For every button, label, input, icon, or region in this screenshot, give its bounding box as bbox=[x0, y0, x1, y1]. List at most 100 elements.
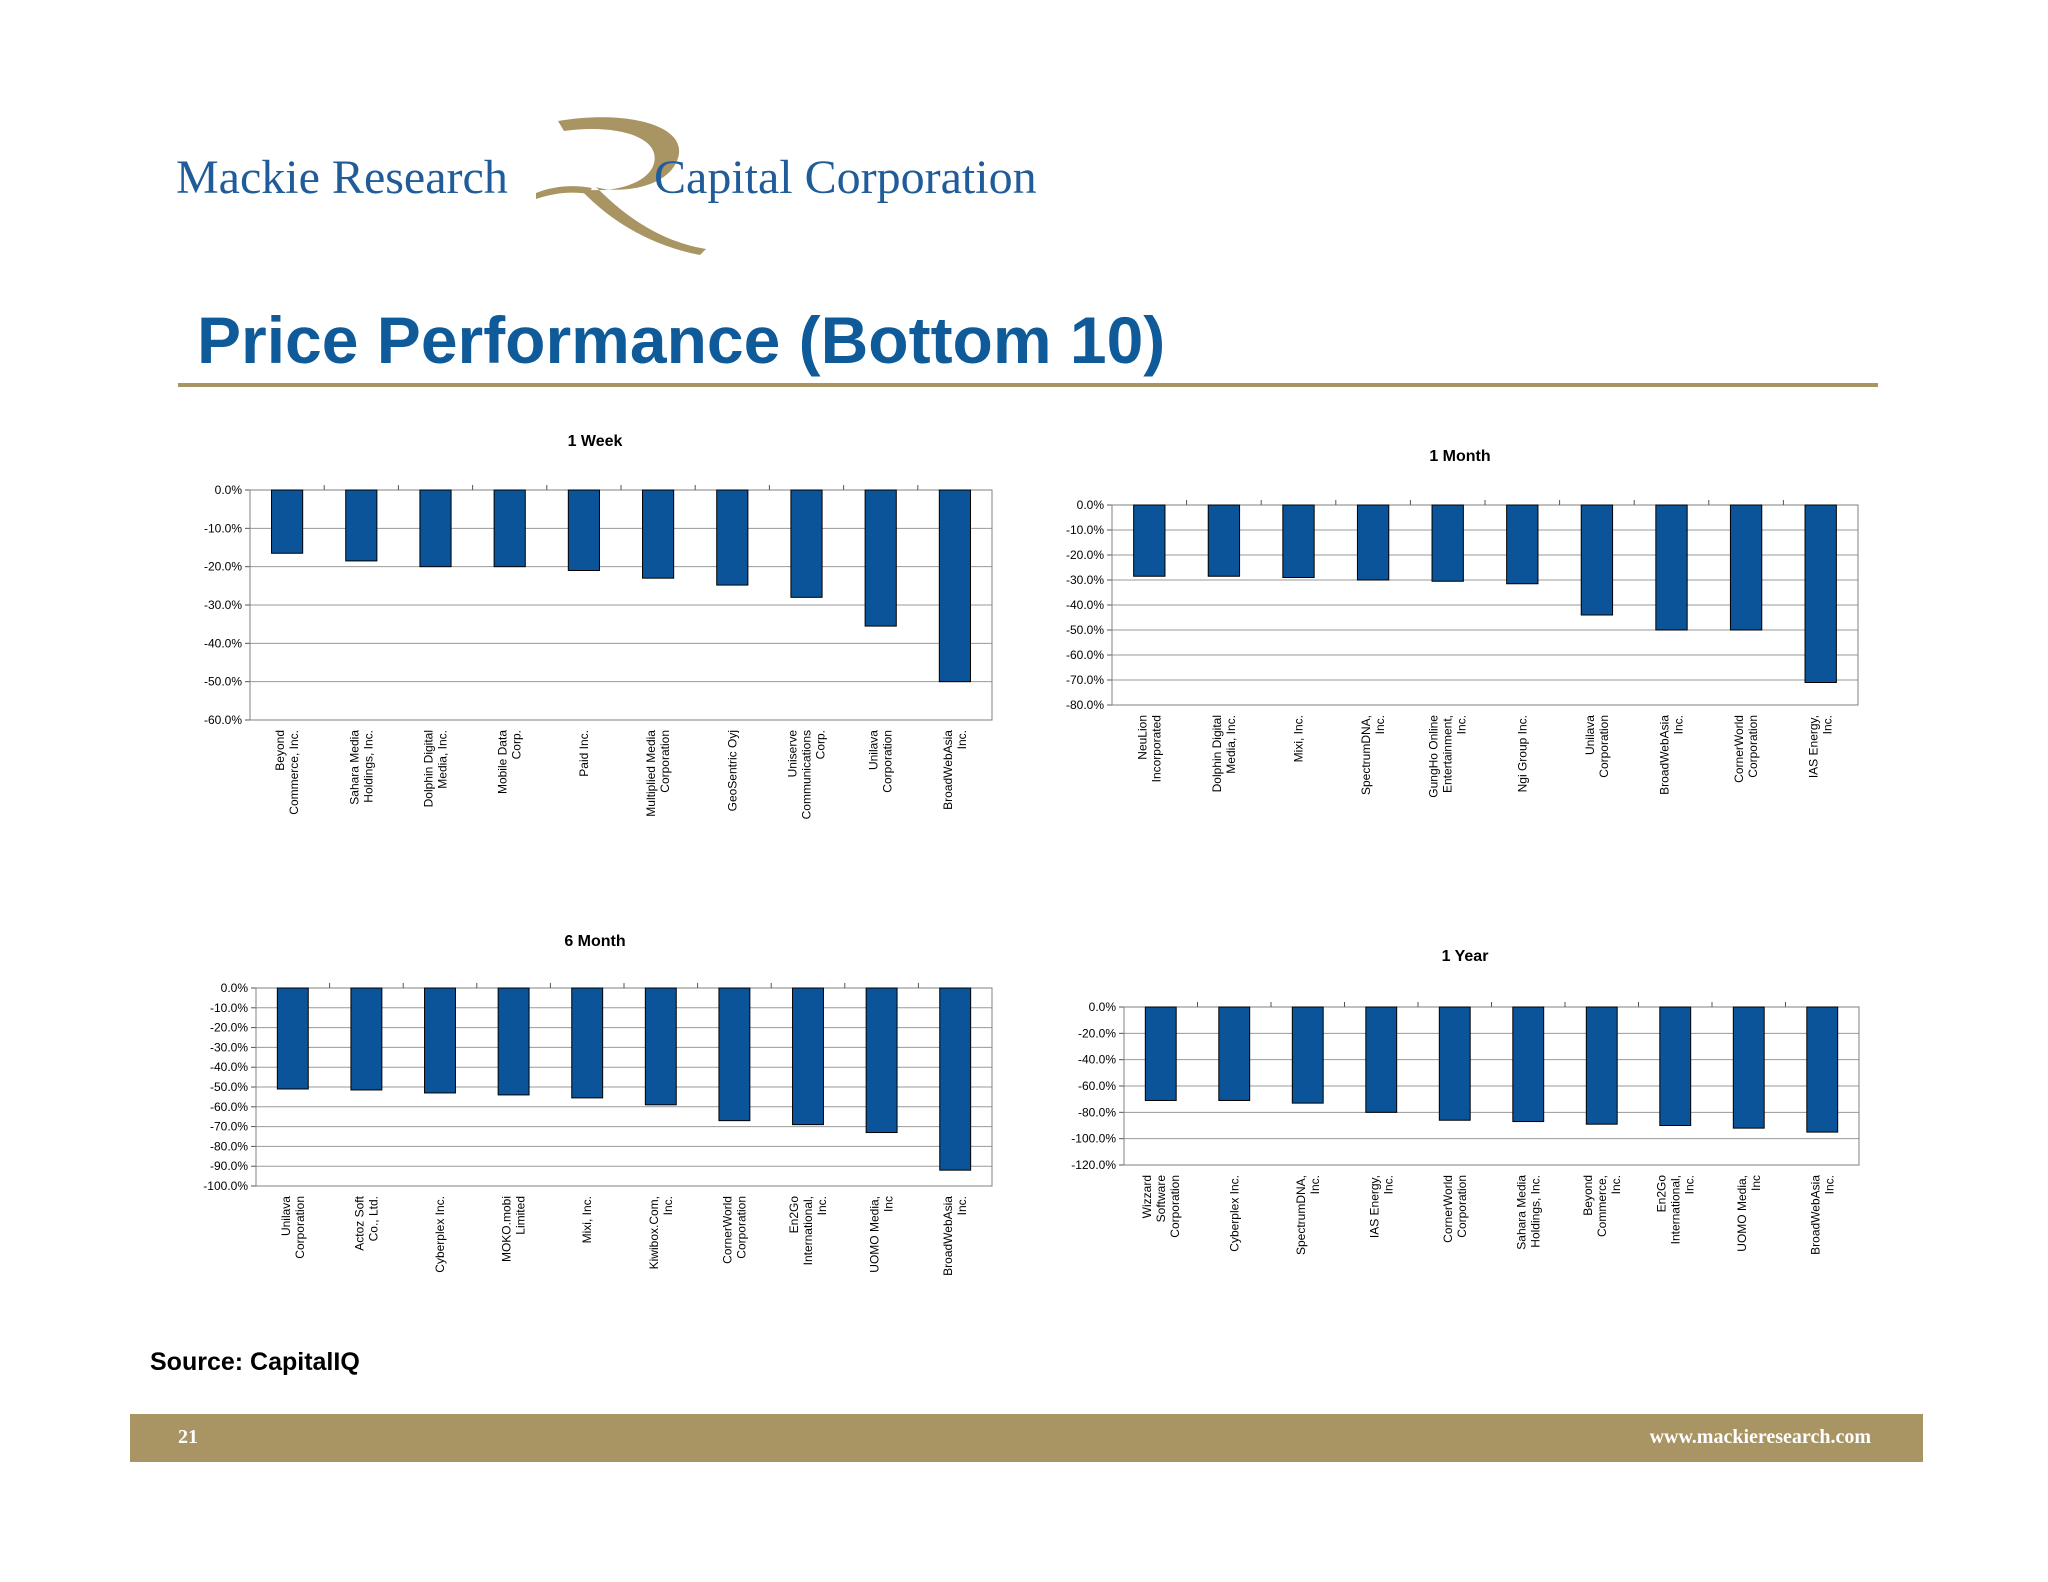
y-tick-label: -30.0% bbox=[210, 1040, 248, 1054]
x-category-label-line: UOMO Media, bbox=[1735, 1175, 1749, 1252]
x-category-label: En2Go International, Inc. bbox=[1654, 1175, 1696, 1245]
x-category-label-line: Corporation bbox=[293, 1196, 307, 1259]
x-category-label: BroadWebAsia Inc. bbox=[1808, 1175, 1836, 1255]
x-category-label-line: Corporation bbox=[881, 730, 895, 793]
bar bbox=[493, 489, 526, 568]
x-category-label-line: Entertainment, bbox=[1441, 715, 1455, 793]
x-category-label-line: Holdings, Inc. bbox=[361, 730, 375, 803]
bar bbox=[1506, 504, 1539, 585]
bar bbox=[1431, 504, 1464, 582]
chart-1-month: 1 Month 0.0% -10.0% -20.0% -30.0% -40.0% -50.0… bbox=[1040, 435, 1880, 825]
bar bbox=[644, 987, 677, 1106]
x-category-label-line: Ngi Group Inc. bbox=[1515, 715, 1529, 792]
chart-title: 6 Month bbox=[564, 933, 625, 950]
x-category-label: Kiwibox.Com, Inc. bbox=[647, 1196, 675, 1269]
x-category-label: IAS Energy, Inc. bbox=[1367, 1175, 1395, 1238]
bar bbox=[1133, 504, 1166, 577]
x-category-label-line: Beyond bbox=[273, 730, 287, 771]
bar bbox=[1144, 1006, 1177, 1101]
y-tick-label: -10.0% bbox=[204, 521, 242, 535]
x-category-label: UOMO Media, Inc bbox=[868, 1196, 896, 1273]
x-category-label-line: Communications bbox=[800, 730, 814, 819]
y-tick-label: -50.0% bbox=[210, 1080, 248, 1094]
x-category-label-line: Inc. bbox=[1672, 715, 1686, 734]
x-category-label: Wizzard Software Corporation bbox=[1140, 1175, 1182, 1238]
bar bbox=[1282, 504, 1315, 578]
x-category-label-line: UOMO Media, bbox=[868, 1196, 882, 1273]
bar bbox=[1804, 504, 1837, 683]
y-tick-label: -40.0% bbox=[1066, 598, 1104, 612]
x-category-label: Mixi, Inc. bbox=[580, 1196, 594, 1243]
y-tick-label: -10.0% bbox=[210, 1001, 248, 1015]
x-category-label-line: Inc. bbox=[661, 1196, 675, 1215]
x-category-label-line: Corporation bbox=[1597, 715, 1611, 778]
y-tick-label: -10.0% bbox=[1066, 523, 1104, 537]
x-category-label: Ngi Group Inc. bbox=[1515, 715, 1529, 792]
logo-text-left: Mackie Research bbox=[176, 151, 508, 204]
x-category-label-line: Corporation bbox=[658, 730, 672, 793]
x-category-label-line: Paid Inc. bbox=[577, 730, 591, 777]
x-category-label: BroadWebAsia Inc. bbox=[1658, 715, 1686, 795]
x-category-label-line: SpectrumDNA, bbox=[1294, 1175, 1308, 1255]
bar bbox=[1659, 1006, 1692, 1126]
chart-svg-1-year: 1 Year 0.0% -20.0% -40.0% -60.0% -80.0% -100.0… bbox=[1071, 948, 1860, 1255]
y-tick-label: -30.0% bbox=[204, 598, 242, 612]
y-tick-label: -60.0% bbox=[1066, 648, 1104, 662]
x-category-label: SpectrumDNA, Inc. bbox=[1359, 715, 1387, 795]
title-divider bbox=[178, 383, 1878, 387]
x-category-label-line: Kiwibox.Com, bbox=[647, 1196, 661, 1269]
bar bbox=[1732, 1006, 1765, 1129]
x-category-label: Multiplied Media Corporation bbox=[644, 730, 672, 817]
x-category-label-line: GeoSentric Oyj bbox=[725, 730, 739, 811]
x-category-label-line: Actoz Soft bbox=[352, 1195, 366, 1250]
x-category-label-line: CornerWorld bbox=[1732, 715, 1746, 783]
bar bbox=[718, 987, 751, 1122]
x-category-label-line: MOKO.mobi bbox=[500, 1196, 514, 1262]
x-category-label: CornerWorld Corporation bbox=[1732, 715, 1760, 783]
bar bbox=[345, 489, 378, 562]
x-category-label-line: BroadWebAsia bbox=[941, 1196, 955, 1276]
y-tick-label: 0.0% bbox=[1077, 498, 1105, 512]
bar bbox=[271, 489, 304, 554]
chart-title: 1 Month bbox=[1429, 448, 1490, 465]
bar bbox=[419, 489, 452, 568]
x-category-label: Cyberplex Inc. bbox=[433, 1196, 447, 1273]
y-tick-label: -70.0% bbox=[210, 1120, 248, 1134]
y-tick-label: -50.0% bbox=[204, 675, 242, 689]
chart-svg-1-week: 1 Week 0.0% -10.0% -20.0% -30.0% -40.0% -50.0%… bbox=[204, 433, 993, 819]
x-category-label-line: Dolphin Digital bbox=[422, 730, 436, 807]
x-category-label-line: Cyberplex Inc. bbox=[433, 1196, 447, 1273]
bar bbox=[1365, 1006, 1398, 1113]
x-category-label-line: Mixi, Inc. bbox=[1292, 715, 1306, 762]
y-tick-label: -70.0% bbox=[1066, 673, 1104, 687]
chart-6-month: 6 Month 0.0% -10.0% -20.0% -30.0% -40.0% -50.0… bbox=[180, 920, 1010, 1295]
footer-bar: 21 www.mackieresearch.com bbox=[130, 1414, 1923, 1462]
y-tick-label: -80.0% bbox=[1066, 698, 1104, 712]
page-number: 21 bbox=[178, 1426, 198, 1448]
x-category-label-line: Inc. bbox=[955, 730, 969, 749]
x-category-label-line: Sahara Media bbox=[347, 730, 361, 805]
x-category-label-line: Inc. bbox=[1455, 715, 1469, 734]
x-category-label: Mixi, Inc. bbox=[1292, 715, 1306, 762]
y-tick-label: -30.0% bbox=[1066, 573, 1104, 587]
y-tick-label: -20.0% bbox=[204, 560, 242, 574]
bar bbox=[792, 987, 824, 1126]
x-category-label: NeuLion Incorporated bbox=[1135, 715, 1163, 782]
bar bbox=[1512, 1006, 1545, 1123]
x-category-label-line: Unilava bbox=[279, 1196, 293, 1236]
bar bbox=[1356, 504, 1390, 581]
x-category-label: SpectrumDNA, Inc. bbox=[1294, 1175, 1322, 1255]
bar bbox=[1580, 504, 1614, 616]
x-category-label-line: Incorporated bbox=[1149, 715, 1163, 782]
page-title: Price Performance (Bottom 10) bbox=[197, 303, 1166, 377]
bar bbox=[716, 489, 749, 586]
x-category-label-line: International, bbox=[1668, 1175, 1682, 1244]
x-category-label-line: Uniserve bbox=[786, 730, 800, 778]
x-category-label-line: Inc. bbox=[1373, 715, 1387, 734]
x-category-label-line: CornerWorld bbox=[1441, 1175, 1455, 1243]
bar bbox=[571, 987, 604, 1099]
x-category-label-line: Beyond bbox=[1581, 1175, 1595, 1216]
x-category-label: Unilava Corporation bbox=[279, 1196, 307, 1259]
x-category-label-line: Holdings, Inc. bbox=[1528, 1175, 1542, 1248]
y-tick-label: -100.0% bbox=[1071, 1132, 1116, 1146]
